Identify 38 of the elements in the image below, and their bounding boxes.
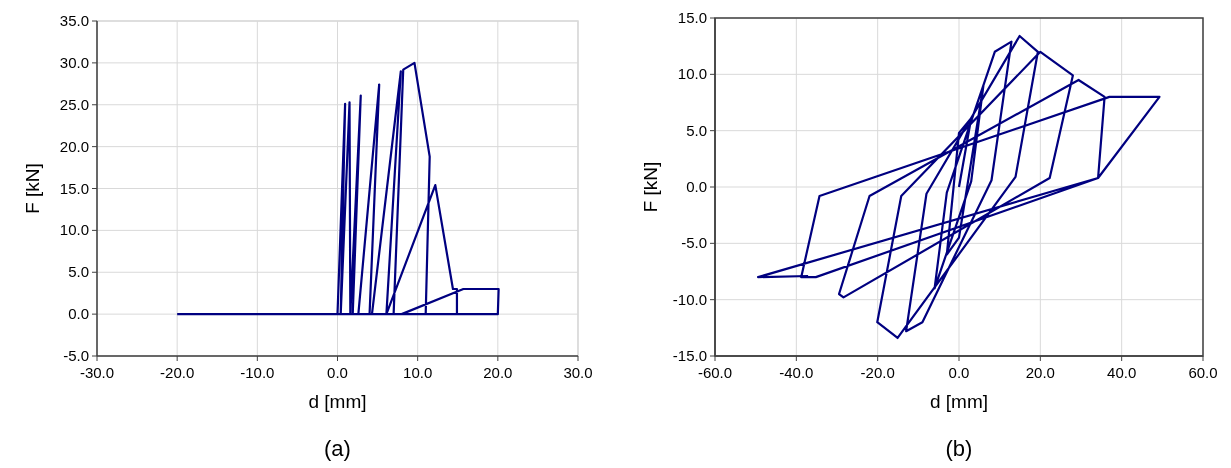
x-tick-label: -60.0: [697, 364, 733, 381]
x-tick-label: 60.0: [1188, 364, 1218, 381]
text: (a): [324, 436, 351, 461]
y-tick-label: 5.0: [68, 263, 89, 281]
y-axis-title: F [kN]: [640, 161, 661, 213]
x-tick-label: 40.0: [1107, 364, 1137, 381]
x-tick-label: 20.0: [1025, 364, 1055, 381]
y-tick-label: 10.0: [59, 221, 89, 239]
y-tick-label: 0.0: [68, 305, 89, 323]
y-tick-label: 10.0: [677, 65, 707, 83]
x-tick-label: -10.0: [240, 364, 275, 381]
y-tick-label: -15.0: [672, 347, 707, 364]
y-tick-label: 5.0: [686, 121, 707, 139]
x-tick-label: -30.0: [79, 364, 115, 381]
x-tick-label: 30.0: [563, 364, 593, 381]
y-tick-label: 30.0: [59, 53, 89, 71]
y-tick-label: 15.0: [59, 179, 89, 197]
y-tick-label: -10.0: [672, 290, 707, 308]
line-series: [176, 61, 500, 316]
y-tick-label: 15.0: [677, 9, 707, 26]
y-tick-label: 25.0: [59, 95, 89, 113]
x-axis-title: d [mm]: [929, 391, 989, 412]
x-tick-label: -20.0: [160, 364, 195, 381]
x-tick-label: 10.0: [403, 364, 433, 381]
x-tick-label: -40.0: [779, 364, 814, 381]
y-tick-label: 20.0: [59, 137, 89, 155]
text: (b): [945, 436, 973, 461]
x-tick-label: -20.0: [860, 364, 895, 381]
y-tick-label: 35.0: [59, 12, 89, 29]
line-series: [757, 34, 1161, 340]
y-tick-label: 0.0: [686, 178, 707, 195]
y-tick-label: -5.0: [63, 347, 89, 364]
y-tick-label: -5.0: [681, 234, 707, 252]
x-tick-label: 20.0: [483, 364, 513, 381]
y-axis-title: F [kN]: [22, 163, 43, 214]
x-tick-label: 0.0: [327, 364, 348, 381]
x-tick-label: 0.0: [948, 364, 970, 381]
x-axis-title: d [mm]: [308, 391, 367, 412]
